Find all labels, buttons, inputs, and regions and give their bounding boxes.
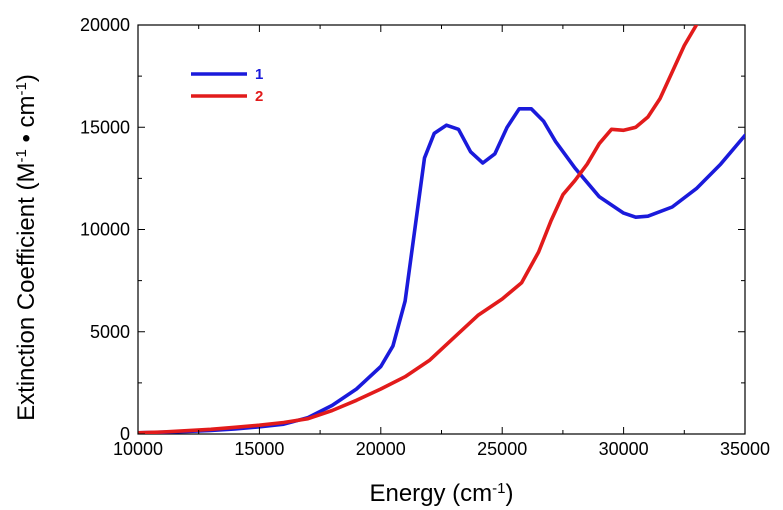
y-axis-title: Extinction Coefficient (M-1 • cm-1)	[13, 74, 41, 421]
plot-area	[137, 24, 746, 435]
series-2-line	[138, 25, 699, 434]
x-tick-label: 10000	[113, 439, 163, 459]
legend: 12	[191, 66, 263, 105]
x-tick-label: 25000	[477, 439, 527, 459]
tick-layer: 10000 15000 20000 25000 30000 35000 0 5000 10000…	[80, 15, 770, 459]
x-axis-title: Energy (cm-1)	[369, 480, 513, 508]
x-tick-label: 35000	[720, 439, 770, 459]
plot-frame	[137, 24, 746, 435]
y-tick-label: 5000	[90, 322, 130, 342]
series-layer	[138, 25, 745, 434]
y-tick-label: 0	[120, 424, 130, 444]
x-tick-label: 15000	[234, 439, 284, 459]
series-1-line	[138, 107, 745, 434]
y-tick-label: 10000	[80, 220, 130, 240]
y-tick-label: 15000	[80, 117, 130, 137]
x-tick-label: 20000	[356, 439, 406, 459]
legend-label-1: 1	[255, 66, 263, 83]
x-tick-label: 30000	[599, 439, 649, 459]
legend-label-2: 2	[255, 88, 263, 105]
y-tick-label: 20000	[80, 15, 130, 35]
